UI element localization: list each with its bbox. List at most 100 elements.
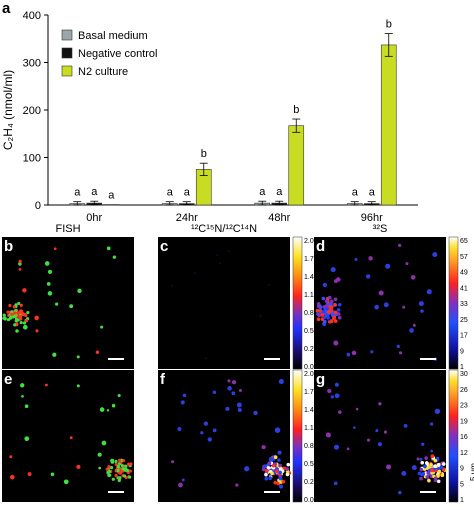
- cell: [203, 421, 209, 426]
- cell: [18, 268, 22, 271]
- cell: [34, 315, 39, 321]
- micrograph-image: [158, 237, 290, 369]
- cell: [354, 257, 358, 261]
- colorbar-label: 33: [460, 301, 468, 308]
- cell: [325, 306, 329, 311]
- cell: [336, 308, 341, 312]
- cell: [261, 445, 266, 450]
- cell: [322, 282, 328, 288]
- cell: [268, 284, 270, 286]
- cell: [430, 449, 434, 453]
- micrograph-image: [314, 237, 446, 369]
- cell: [378, 290, 384, 296]
- cell: [276, 481, 281, 486]
- cell: [398, 351, 403, 355]
- cell: [17, 301, 21, 306]
- cell: [322, 305, 327, 309]
- cell: [125, 468, 130, 473]
- cell: [346, 352, 351, 357]
- cell: [107, 464, 111, 469]
- cell: [440, 473, 445, 478]
- cell: [127, 475, 132, 479]
- cell: [231, 380, 237, 385]
- colorbar-label: 25: [460, 317, 468, 324]
- cell: [52, 352, 57, 357]
- cell: [76, 384, 80, 388]
- cell: [127, 462, 131, 466]
- cell: [325, 303, 329, 308]
- cell: [100, 325, 104, 329]
- cell: [171, 460, 175, 464]
- cell: [329, 305, 334, 310]
- bar: [288, 125, 305, 206]
- cell: [9, 474, 15, 480]
- legend-swatch: [61, 47, 73, 59]
- colorbar: [448, 236, 459, 370]
- cell: [178, 482, 183, 488]
- cell: [273, 480, 278, 485]
- cell: [106, 246, 111, 251]
- cell: [18, 259, 22, 264]
- significance-letter: b: [386, 19, 392, 31]
- cell: [385, 263, 391, 269]
- bar-chart: a C₂H₄ (nmol/ml) 0 100 200 300 400 0hr 24hr 48h…: [1, 0, 418, 224]
- colorbar-label: 65: [460, 238, 468, 245]
- cell: [427, 478, 431, 483]
- chart-bars: a a a a aba aba ab: [69, 19, 397, 206]
- cell: [114, 473, 118, 478]
- cell: [117, 458, 122, 462]
- cell: [110, 458, 115, 463]
- cell: [112, 255, 117, 259]
- cell: [333, 340, 339, 346]
- cell: [182, 393, 187, 398]
- cell: [420, 309, 424, 313]
- legend-label: Negative control: [78, 48, 158, 60]
- micrograph-title: ¹²C¹⁵N/¹²C¹⁴N: [191, 223, 257, 235]
- micrograph-title: ³²S: [373, 223, 388, 235]
- cell: [124, 464, 128, 468]
- cell: [351, 350, 357, 356]
- colorbar-label: 1: [460, 364, 464, 371]
- micrograph-panel-e: e: [2, 370, 134, 502]
- panel-letter-e: e: [4, 371, 12, 388]
- cell: [433, 464, 437, 468]
- cell: [367, 438, 371, 442]
- cell: [337, 302, 342, 307]
- cell: [106, 471, 110, 475]
- cell: [261, 467, 266, 472]
- cell: [55, 302, 59, 306]
- cell: [398, 243, 402, 247]
- significance-letter: a: [167, 187, 174, 199]
- cell: [105, 467, 109, 471]
- cell: [253, 410, 258, 416]
- cell: [338, 410, 342, 414]
- cell: [410, 275, 416, 280]
- scale-bar-label: 5 μm: [469, 463, 474, 481]
- cell: [69, 304, 74, 309]
- cell: [227, 379, 231, 383]
- colorbar-label: 1: [460, 497, 464, 504]
- colorbar-label: 19: [460, 418, 468, 425]
- cell: [427, 465, 431, 470]
- cell: [44, 383, 48, 387]
- cell: [282, 466, 287, 471]
- cell: [317, 313, 321, 318]
- cell: [22, 324, 28, 330]
- cell: [285, 467, 290, 471]
- colorbar-label: 5: [460, 481, 464, 488]
- cell: [18, 314, 23, 319]
- cells: [325, 382, 447, 495]
- cell: [330, 319, 334, 324]
- cell: [207, 437, 212, 442]
- cell: [95, 350, 100, 354]
- cell: [365, 274, 371, 279]
- cell: [327, 295, 332, 300]
- cell: [330, 299, 334, 304]
- significance-letter: a: [276, 186, 283, 198]
- cell: [355, 407, 359, 411]
- significance-letter: a: [352, 187, 359, 199]
- micrograph-image: [314, 370, 446, 502]
- cell: [18, 262, 22, 266]
- cell: [436, 462, 441, 467]
- cell: [324, 299, 329, 304]
